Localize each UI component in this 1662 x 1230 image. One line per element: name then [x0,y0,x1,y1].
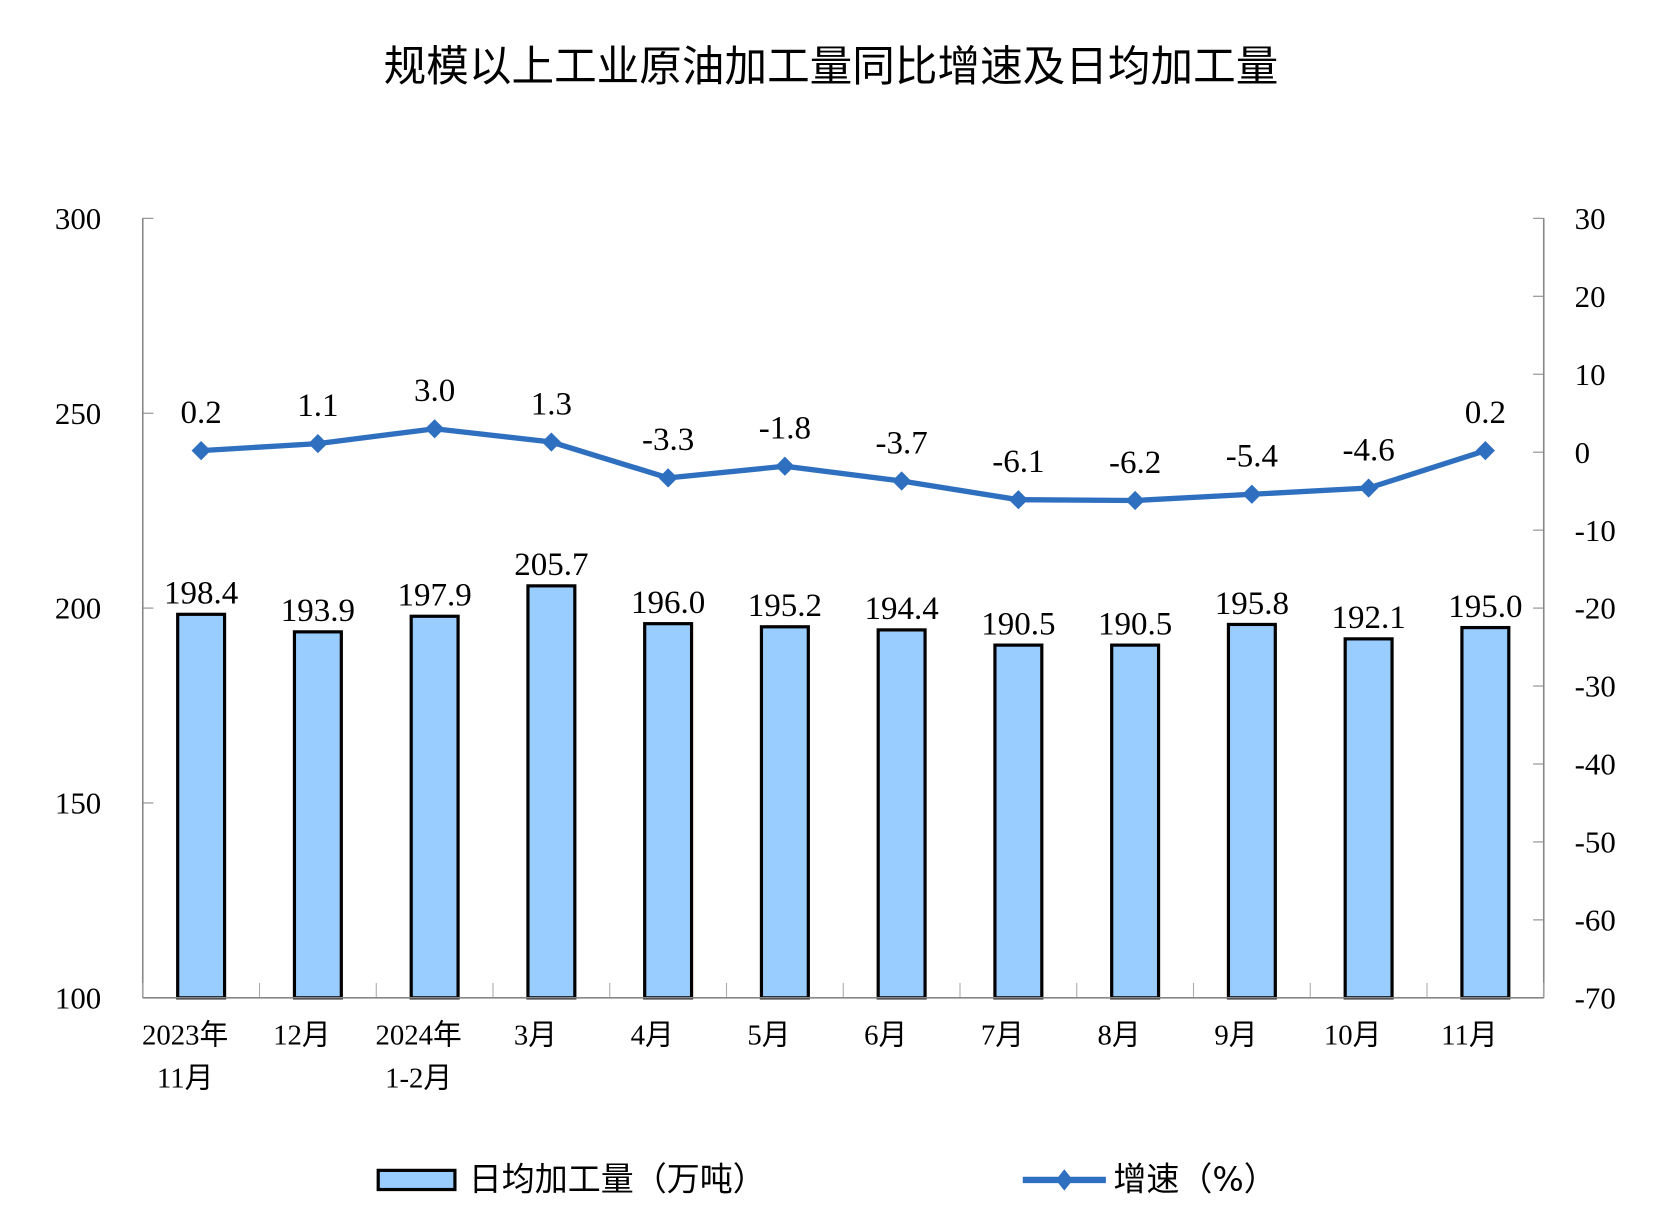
x-category-label: 10月 [1324,1020,1382,1052]
x-category-label: 11月 [1441,1020,1497,1052]
x-category-label: 11月 [157,1062,213,1094]
line-point [775,456,795,476]
bar [643,622,694,1000]
bar-value-label: 196.0 [631,585,705,621]
line-value-label: 0.2 [1465,395,1506,431]
bar [292,630,343,1000]
line-point [1008,490,1028,510]
left-tick-label: 200 [55,591,101,626]
bar [876,628,927,1000]
legend: 日均加工量（万吨） 增速（%） [376,1160,1277,1199]
line-value-label: -1.8 [759,411,811,447]
line-value-label: -5.4 [1226,439,1278,475]
line-point [425,419,445,439]
bar-value-label: 197.9 [397,578,471,614]
bar-value-label: 192.1 [1331,600,1405,636]
legend-line-label: 增速（%） [1113,1160,1276,1199]
left-tick-label: 250 [55,396,101,431]
line-value-label: -4.6 [1342,432,1394,468]
line-value-label: 0.2 [181,395,222,431]
bar [1226,622,1277,1000]
x-category-label: 2023年 [142,1020,228,1052]
bar-value-label: 195.2 [748,588,822,624]
bar-value-label: 194.4 [864,591,938,627]
x-category-label: 5月 [747,1020,790,1052]
line-point [541,432,561,452]
bar-value-label: 190.5 [981,606,1055,642]
right-tick-label: -40 [1575,747,1616,782]
x-category-label: 3月 [514,1020,557,1052]
line-value-label: 3.0 [414,373,455,409]
right-tick-label: -30 [1575,669,1616,704]
x-category-label: 12月 [273,1020,331,1052]
bar-value-label: 205.7 [514,547,588,583]
right-tick-label: 10 [1575,357,1606,392]
bar [759,625,810,1000]
bar [1343,637,1394,1000]
bar-value-label: 195.0 [1448,589,1522,625]
left-tick-label: 100 [55,980,101,1015]
right-tick-label: -20 [1575,591,1616,626]
bar [526,584,577,1000]
right-tick-label: 20 [1575,279,1606,314]
bar [176,612,227,1000]
line-value-label: -3.3 [642,422,694,458]
line-point [191,441,211,461]
line-point [1242,484,1262,504]
right-tick-label: -10 [1575,513,1616,548]
right-tick-label: 0 [1575,435,1590,470]
line-value-label: -3.7 [875,425,927,461]
bar-value-label: 193.9 [281,593,355,629]
bar [1110,643,1161,1000]
x-category-label: 8月 [1098,1020,1141,1052]
line-value-label: -6.1 [992,444,1044,480]
line-value-label: 1.1 [297,388,338,424]
growth-line [200,426,1487,504]
line-point [658,468,678,488]
bar [409,614,460,1000]
bar-value-label: 195.8 [1215,586,1289,622]
right-tick-label: -60 [1575,903,1616,938]
right-tick-label: -50 [1575,825,1616,860]
right-tick-label: -70 [1575,980,1616,1015]
x-category-label: 1-2月 [385,1062,452,1094]
line-point [1475,441,1495,461]
line-value-label: 1.3 [531,386,572,422]
x-category-label: 7月 [981,1020,1024,1052]
bar-value-label: 198.4 [164,576,238,612]
right-tick-label: 30 [1575,201,1606,236]
bar [993,643,1044,1000]
line-point [308,434,328,454]
line-point [1125,490,1145,511]
x-category-label: 4月 [631,1020,674,1052]
chart-title: 规模以上工业原油加工量同比增速及日均加工量 [384,42,1279,92]
legend-bar-label: 日均加工量（万吨） [469,1160,766,1199]
x-category-label: 9月 [1214,1020,1257,1052]
line-point [892,471,912,491]
x-category-label: 6月 [864,1020,907,1052]
left-tick-label: 150 [55,786,101,821]
line-value-label: -6.2 [1109,445,1161,481]
legend-bar-swatch [376,1168,457,1192]
bar [1460,625,1511,1000]
bar-value-label: 190.5 [1098,606,1172,642]
x-category-label: 2024年 [376,1020,462,1052]
legend-line-marker [1055,1169,1073,1191]
line-point [1359,478,1379,498]
left-tick-label: 300 [55,201,101,236]
